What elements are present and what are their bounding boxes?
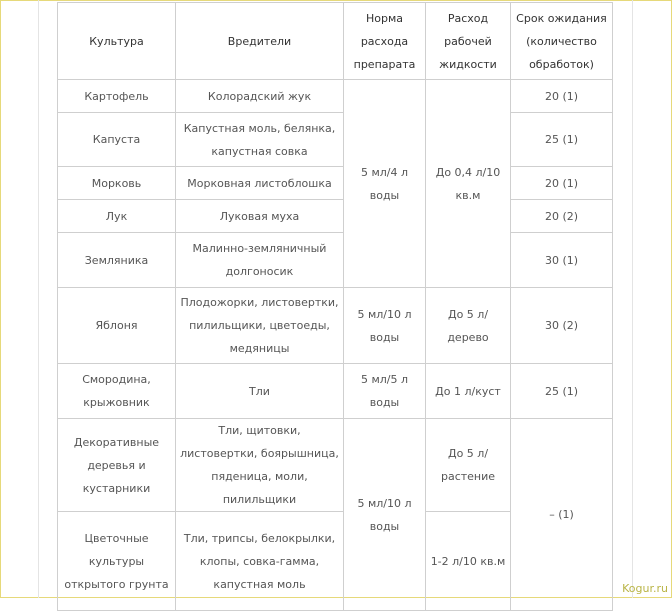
header-pests: Вредители [175, 2, 344, 80]
pests-cell: Тли, трипсы, белокрылки, клопы, совка-га… [175, 511, 344, 611]
wait-cell: 30 (1) [510, 232, 613, 288]
crop-cell: Капуста [57, 112, 176, 167]
header-wait: Срок ожидания (количество обработок) [510, 2, 613, 80]
page-divider [38, 0, 39, 598]
pests-cell: Морковная листоблошка [175, 166, 344, 200]
crop-cell: Морковь [57, 166, 176, 200]
table-row: Декоративные деревья и кустарники Тли, щ… [57, 418, 613, 611]
wait-cell: 20 (2) [510, 199, 613, 233]
crop-cell: Земляника [57, 232, 176, 288]
norm-cell: 5 мл/5 л воды [343, 363, 426, 419]
header-liquid: Расход рабочей жидкости [425, 2, 511, 80]
wait-cell: 30 (2) [510, 287, 613, 364]
crop-cell: Картофель [57, 79, 176, 113]
norm-cell: 5 мл/10 л воды [343, 418, 426, 611]
pests-cell: Малинно-земляничный долгоносик [175, 232, 344, 288]
crop-cell: Смородина, крыжовник [57, 363, 176, 419]
table-row: Яблоня Плодожорки, листовертки, пилильщи… [57, 287, 613, 364]
crop-cell: Цветочные культуры открытого грунта [57, 511, 176, 611]
liquid-cell: До 1 л/куст [425, 363, 511, 419]
pests-cell: Тли [175, 363, 344, 419]
crop-cell: Лук [57, 199, 176, 233]
table-row: Земляника Малинно-земляничный долгоносик… [57, 232, 613, 288]
treatment-table: Культура Вредители Норма расхода препара… [57, 2, 613, 611]
wait-cell: 20 (1) [510, 166, 613, 200]
header-row: Культура Вредители Норма расхода препара… [57, 2, 613, 80]
watermark: Kogur.ru [622, 582, 668, 595]
pests-cell: Луковая муха [175, 199, 344, 233]
wait-cell: 25 (1) [510, 112, 613, 167]
norm-cell: 5 мл/4 л воды [343, 79, 426, 288]
wait-cell: – (1) [510, 418, 613, 611]
liquid-cell: До 5 л/ растение [425, 418, 511, 512]
header-norm: Норма расхода препарата [343, 2, 426, 80]
norm-cell: 5 мл/10 л воды [343, 287, 426, 364]
liquid-cell: До 5 л/ дерево [425, 287, 511, 364]
pests-cell: Капустная моль, белянка, капустная совка [175, 112, 344, 167]
liquid-cell: 1-2 л/10 кв.м [425, 511, 511, 611]
pests-cell: Плодожорки, листовертки, пилильщики, цве… [175, 287, 344, 364]
table-row: Лук Луковая муха 20 (2) [57, 199, 613, 233]
crop-cell: Яблоня [57, 287, 176, 364]
pests-cell: Тли, щитовки, листовертки, боярышница, п… [175, 418, 344, 512]
header-crop: Культура [57, 2, 176, 80]
liquid-cell: До 0,4 л/10 кв.м [425, 79, 511, 288]
table-row: Морковь Морковная листоблошка 20 (1) [57, 166, 613, 200]
wait-cell: 25 (1) [510, 363, 613, 419]
table-row: Картофель Колорадский жук 5 мл/4 л воды … [57, 79, 613, 288]
table-row: Цветочные культуры открытого грунта Тли,… [57, 511, 613, 611]
table-row: Капуста Капустная моль, белянка, капустн… [57, 112, 613, 167]
pests-cell: Колорадский жук [175, 79, 344, 113]
crop-cell: Декоративные деревья и кустарники [57, 418, 176, 512]
wait-cell: 20 (1) [510, 79, 613, 113]
table-row: Смородина, крыжовник Тли 5 мл/5 л воды Д… [57, 363, 613, 419]
page-divider [632, 0, 633, 598]
